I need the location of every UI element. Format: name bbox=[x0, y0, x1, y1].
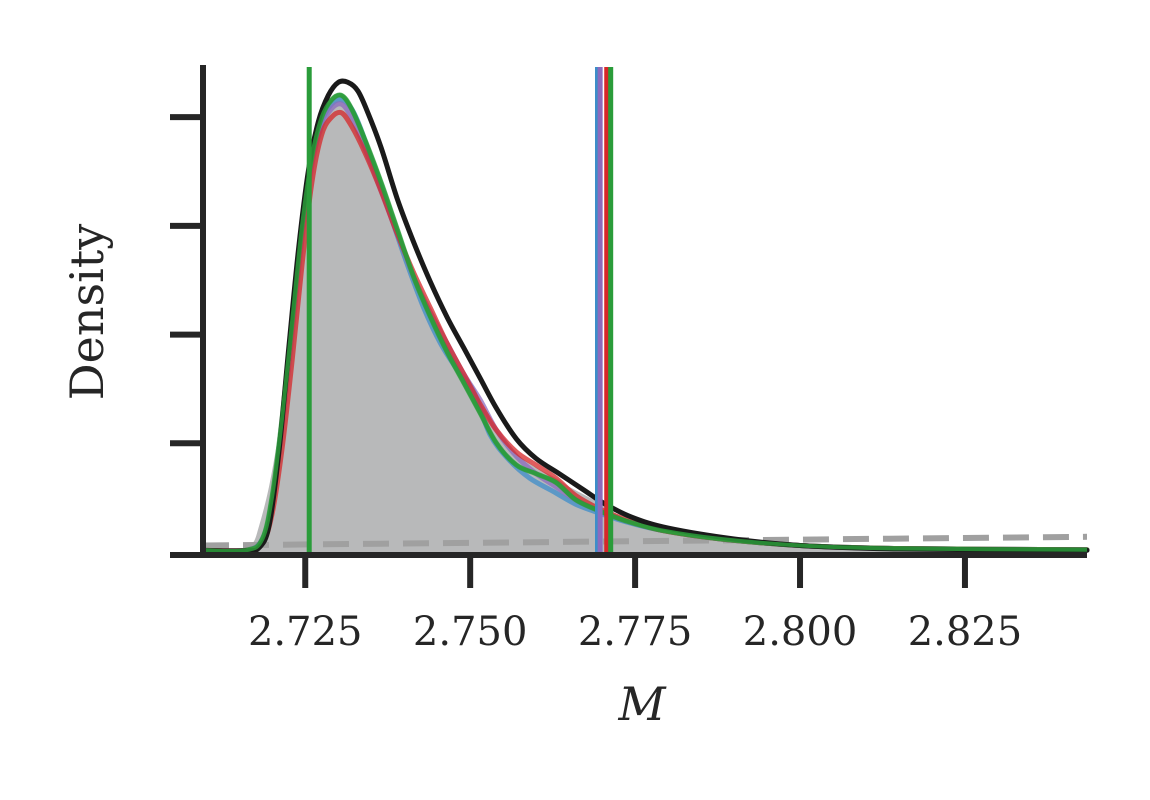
y-ticks bbox=[170, 114, 203, 447]
x-axis-label: M bbox=[617, 677, 667, 731]
x-tick-label: 2.825 bbox=[908, 609, 1023, 655]
mean-lines bbox=[306, 67, 614, 552]
x-tick-label: 2.750 bbox=[413, 609, 528, 655]
y-axis-label: Density bbox=[60, 224, 114, 401]
axes bbox=[170, 65, 1087, 558]
dashed-reference-line bbox=[202, 533, 1088, 549]
x-tick-label: 2.775 bbox=[578, 609, 693, 655]
plot-area bbox=[200, 78, 1090, 554]
x-tick-label: 2.725 bbox=[248, 609, 363, 655]
density-fill-area bbox=[203, 95, 1087, 552]
x-tick-label: 2.800 bbox=[743, 609, 858, 655]
density-curve-green-top bbox=[202, 92, 1088, 554]
x-ticks: 2.725 2.750 2.775 2.800 2.825 bbox=[248, 555, 1022, 655]
